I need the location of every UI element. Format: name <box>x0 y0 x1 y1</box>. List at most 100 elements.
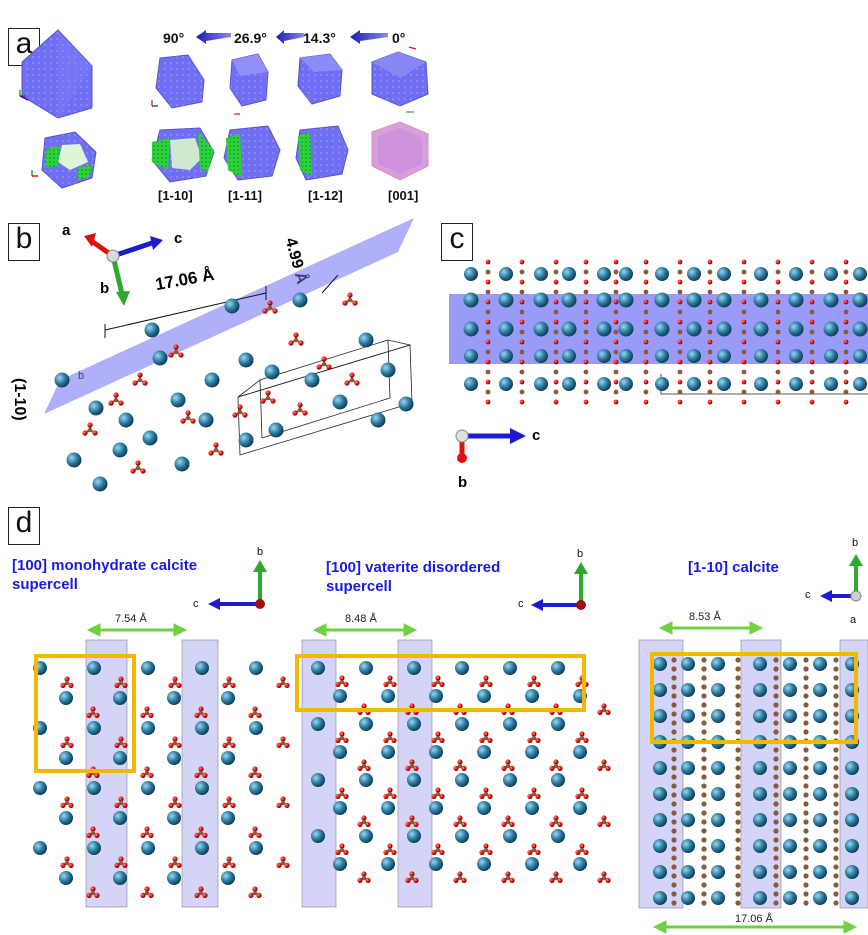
carbon-atom <box>87 427 93 433</box>
column-atom <box>843 399 849 405</box>
column-atom <box>643 259 649 265</box>
column-atom <box>833 810 839 816</box>
column-atom <box>677 319 683 325</box>
calcium-atom <box>655 377 669 391</box>
column-atom <box>773 819 779 825</box>
column-atom <box>707 349 713 355</box>
column-atom <box>701 882 707 888</box>
column-atom <box>643 299 649 305</box>
carbon-atom <box>144 710 150 716</box>
oxygen-atom <box>431 681 437 688</box>
carbon-atom <box>280 800 286 806</box>
oxygen-atom <box>387 675 393 681</box>
oxygen-atom <box>601 815 607 821</box>
column-atom <box>553 299 559 305</box>
column-atom <box>643 359 649 365</box>
oxygen-atom <box>190 418 196 424</box>
calcium-atom <box>753 709 767 723</box>
column-atom <box>671 891 677 897</box>
calcium-atom <box>845 813 859 827</box>
column-atom <box>583 269 589 275</box>
column-atom <box>671 819 677 825</box>
column-atom <box>843 349 849 355</box>
column-atom <box>701 720 707 726</box>
calcium-atom <box>789 377 803 391</box>
oxygen-atom <box>553 815 559 821</box>
oxygen-atom <box>237 404 243 410</box>
oxygen-atom <box>335 681 341 688</box>
column-atom <box>735 882 741 888</box>
oxygen-atom <box>483 675 489 681</box>
oxygen-atom <box>218 450 224 456</box>
column-atom <box>803 729 809 735</box>
calcium-atom <box>813 787 827 801</box>
column-atom <box>803 747 809 753</box>
oxygen-atom <box>60 682 66 689</box>
column-atom <box>613 359 619 365</box>
calcium-atom <box>653 839 667 853</box>
column-atom <box>701 765 707 771</box>
calcium-atom <box>534 377 548 391</box>
column-atom <box>833 729 839 735</box>
calcium-atom <box>477 857 491 871</box>
carbon-atom <box>226 740 232 746</box>
calcium-atom <box>783 657 797 671</box>
oxygen-atom <box>361 759 367 765</box>
calcium-atom <box>845 761 859 775</box>
column-atom <box>775 359 781 365</box>
column-atom <box>613 309 619 315</box>
calcium-atom <box>167 691 181 705</box>
calcium-atom <box>783 865 797 879</box>
carbon-atom <box>90 710 96 716</box>
column-atom <box>843 329 849 335</box>
carbon-atom <box>118 860 124 866</box>
calcium-atom <box>753 813 767 827</box>
carbon-atom <box>531 847 537 853</box>
column-atom <box>701 828 707 834</box>
column-atom <box>671 882 677 888</box>
carbon-atom <box>505 875 511 881</box>
calcium-atom <box>499 267 513 281</box>
oxygen-atom <box>361 703 367 709</box>
angle-label-14-3: 14.3° <box>303 30 336 46</box>
column-atom <box>671 657 677 663</box>
oxygen-atom <box>365 765 371 772</box>
calcium-atom <box>618 292 634 308</box>
column-atom <box>773 837 779 843</box>
column-atom <box>583 319 589 325</box>
oxygen-atom <box>483 843 489 849</box>
calcium-atom <box>455 661 469 675</box>
carbon-atom <box>505 763 511 769</box>
calcium-atom <box>429 745 443 759</box>
column-atom <box>613 289 619 295</box>
calcium-atom <box>653 813 667 827</box>
calcium-atom <box>503 773 517 787</box>
column-atom <box>741 339 747 345</box>
oxygen-atom <box>226 736 232 742</box>
column-atom <box>843 389 849 395</box>
calcium-atom <box>477 689 491 703</box>
calcium-atom <box>429 857 443 871</box>
column-atom <box>803 756 809 762</box>
oxygen-atom <box>60 802 66 809</box>
calcium-atom <box>717 377 731 391</box>
oxygen-atom <box>501 821 507 828</box>
oxygen-atom <box>202 892 208 899</box>
oxygen-atom <box>391 737 397 744</box>
calcium-atom <box>381 745 395 759</box>
oxygen-atom <box>343 681 349 688</box>
column-atom <box>809 299 815 305</box>
carbon-atom <box>531 735 537 741</box>
carbon-atom <box>64 740 70 746</box>
oxygen-atom <box>505 759 511 765</box>
column-atom <box>485 309 491 315</box>
carbon-atom <box>280 680 286 686</box>
column-atom <box>485 319 491 325</box>
column-atom <box>485 389 491 395</box>
oxygen-atom <box>605 765 611 772</box>
column-atom <box>773 801 779 807</box>
carbon-atom <box>144 770 150 776</box>
column-atom <box>741 299 747 305</box>
column-atom <box>707 259 713 265</box>
column-atom <box>735 891 741 897</box>
